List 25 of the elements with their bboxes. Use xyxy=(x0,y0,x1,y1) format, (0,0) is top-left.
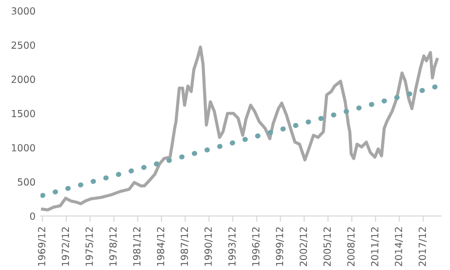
x-tick-label: 1999/12 xyxy=(276,227,284,266)
x-tick-label: 1990/12 xyxy=(204,227,213,266)
y-tick-label: 2500 xyxy=(12,41,35,49)
x-tick-label: 1984/12 xyxy=(156,227,166,266)
x-tick-label: 2017/12 xyxy=(418,227,427,266)
y-tick-label: 1500 xyxy=(12,110,35,118)
y-tick-label: 0 xyxy=(30,212,35,220)
x-tick-label: 1978/12 xyxy=(109,227,118,266)
x-tick-label: 1972/12 xyxy=(62,227,70,266)
x-tick-label: 2002/12 xyxy=(300,227,308,266)
y-tick-label: 2000 xyxy=(12,76,35,84)
x-tick-label: 1996/12 xyxy=(252,227,260,266)
y-tick-label: 3000 xyxy=(12,7,35,15)
x-tick-label: 2011/12 xyxy=(371,227,380,266)
line-series xyxy=(40,46,439,212)
x-tick-label: 2014/12 xyxy=(394,227,403,266)
y-tick-label: 1000 xyxy=(12,144,35,152)
x-tick-label: 1975/12 xyxy=(86,227,94,266)
y-tick-label: 500 xyxy=(18,178,35,186)
x-tick-label: 1981/12 xyxy=(133,227,142,266)
x-tick-label: 2008/12 xyxy=(347,227,356,266)
x-tick-label: 1987/12 xyxy=(180,227,189,266)
x-tick-label: 1993/12 xyxy=(228,227,236,266)
x-tick-label: 2005/12 xyxy=(323,227,332,266)
x-tick-label: 1969/12 xyxy=(38,227,46,266)
